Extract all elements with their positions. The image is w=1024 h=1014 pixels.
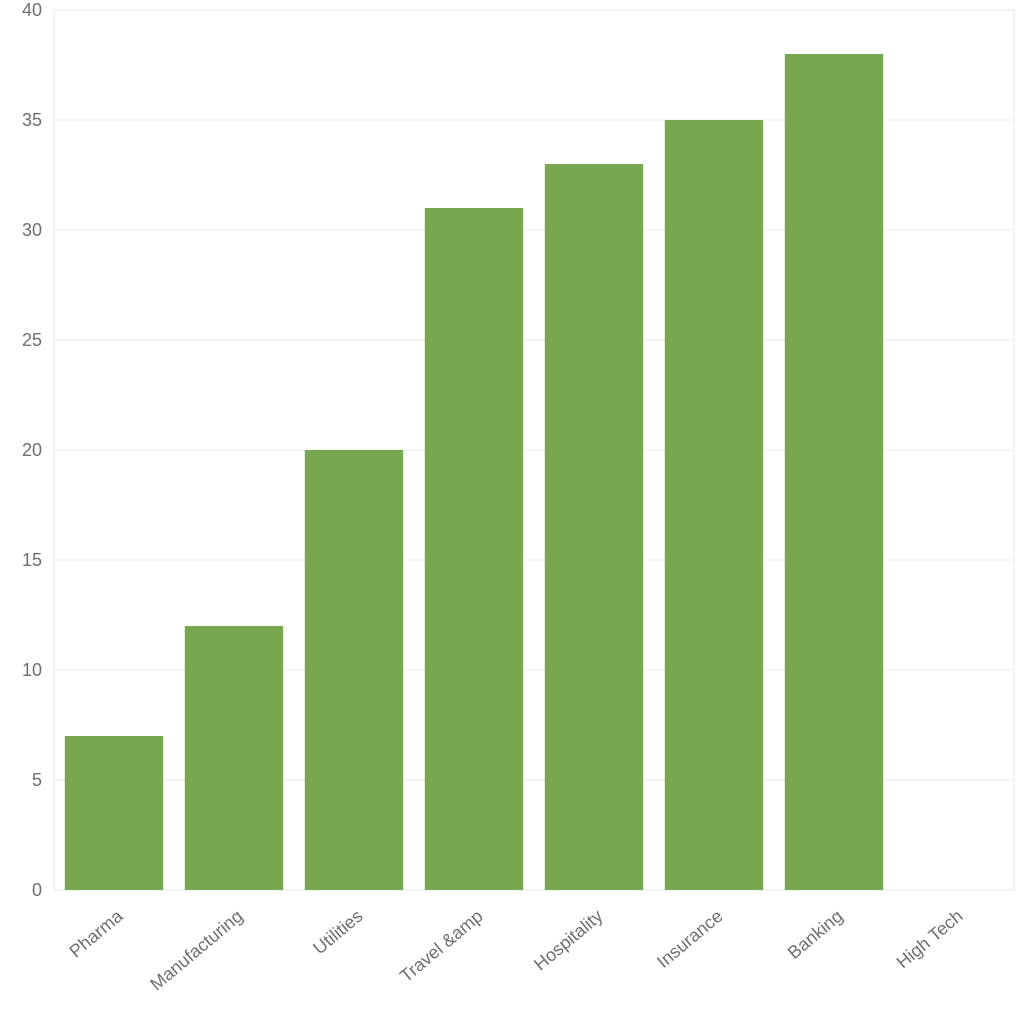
y-tick-label: 25 [22, 330, 42, 350]
bar [65, 736, 163, 890]
bar-chart: 0510152025303540PharmaManufacturingUtili… [0, 0, 1024, 1014]
y-tick-label: 30 [22, 220, 42, 240]
bar [665, 120, 763, 890]
y-tick-label: 35 [22, 110, 42, 130]
bar [545, 164, 643, 890]
bar [785, 54, 883, 890]
bar [185, 626, 283, 890]
chart-svg: 0510152025303540PharmaManufacturingUtili… [0, 0, 1024, 1014]
y-tick-label: 5 [32, 770, 42, 790]
bar [305, 450, 403, 890]
y-tick-label: 15 [22, 550, 42, 570]
y-tick-label: 10 [22, 660, 42, 680]
y-tick-label: 20 [22, 440, 42, 460]
y-tick-label: 40 [22, 0, 42, 20]
bar [425, 208, 523, 890]
y-tick-label: 0 [32, 880, 42, 900]
